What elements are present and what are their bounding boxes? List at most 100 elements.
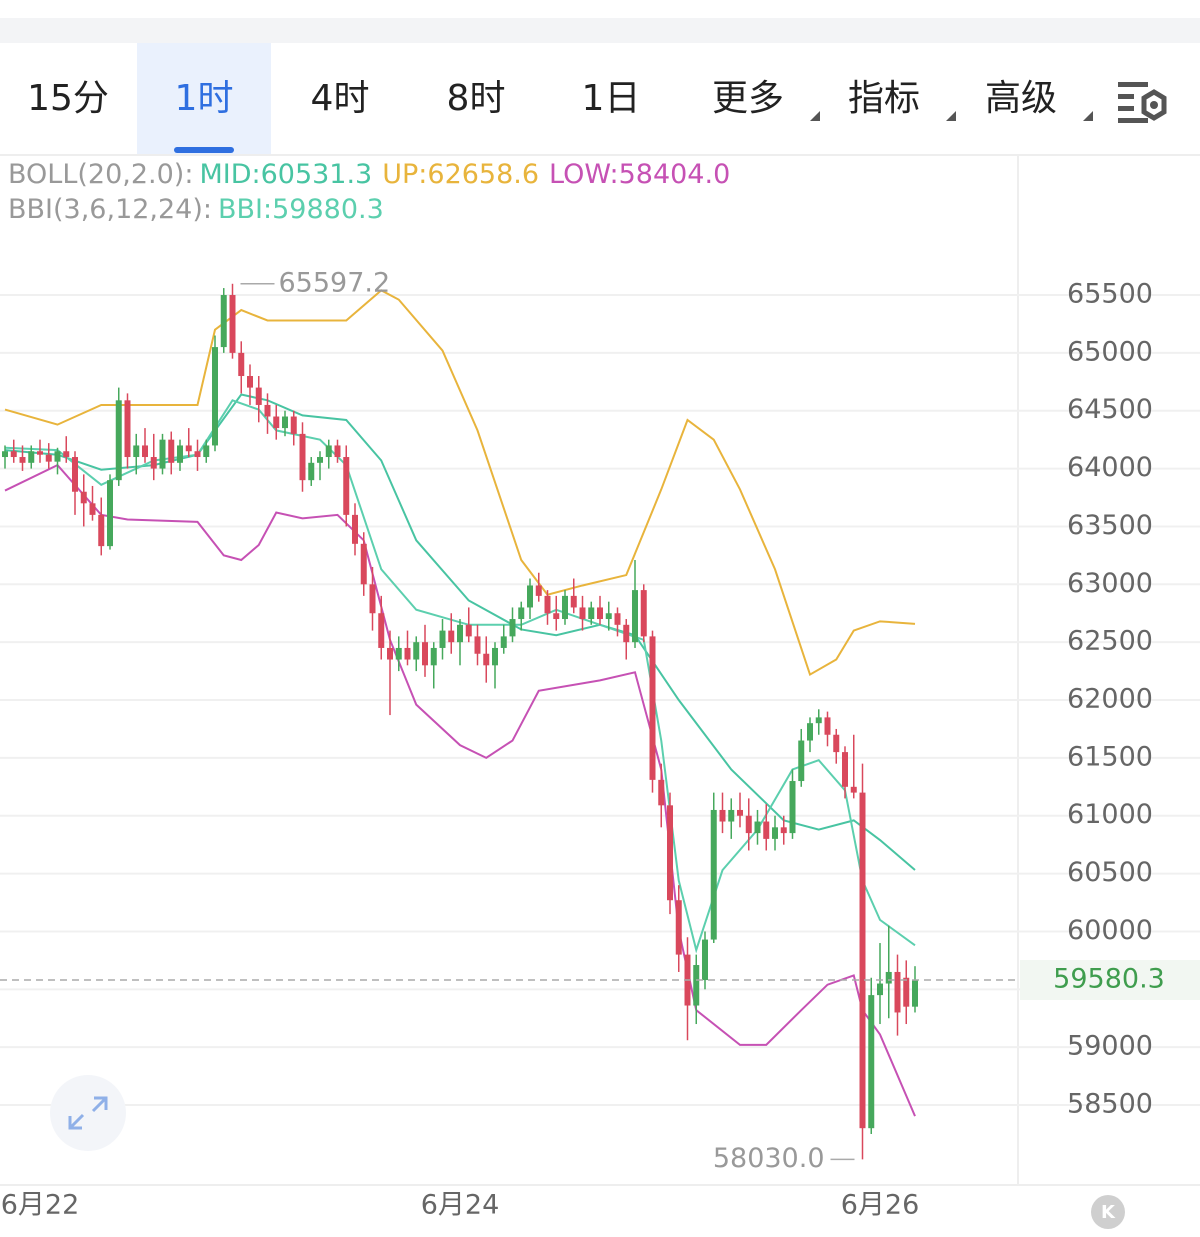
tab-label: 高级 — [985, 78, 1057, 119]
candle-body — [282, 416, 288, 429]
tab-underline — [174, 147, 234, 153]
tab-label: 指标 — [848, 78, 920, 119]
candle-body — [815, 717, 822, 724]
y-tick-label: 61500 — [1067, 741, 1153, 772]
candle-body — [142, 445, 148, 458]
y-tick-label: 64000 — [1067, 452, 1153, 483]
status-strip — [0, 0, 1200, 18]
tab[interactable]: 高级 — [985, 78, 1093, 121]
candle-body — [868, 995, 875, 1129]
candle-body — [255, 387, 262, 405]
candle-body — [10, 451, 17, 458]
settings-icon[interactable] — [1118, 82, 1167, 123]
icon-dot — [1150, 101, 1158, 109]
tab[interactable]: 更多 — [712, 78, 820, 121]
y-tick-label: 64500 — [1067, 394, 1153, 425]
candle-body — [290, 416, 297, 434]
expand-button[interactable] — [50, 1075, 126, 1151]
tab-highlight — [137, 43, 271, 154]
candle-body — [728, 809, 735, 822]
y-tick-label: 62000 — [1067, 684, 1153, 715]
y-tick-label: 63000 — [1067, 568, 1153, 599]
candle-body — [912, 980, 918, 1007]
candle-body — [754, 821, 761, 834]
tab[interactable]: 15分 — [27, 78, 109, 119]
candle-body — [352, 514, 358, 544]
y-tick-label: 65000 — [1067, 336, 1153, 367]
menu-caret — [1083, 111, 1093, 121]
candle-body — [553, 613, 560, 620]
icon-bar — [1118, 94, 1134, 99]
indicator-line — [4, 289, 916, 677]
indicator-label: BBI(3,6,12,24): — [8, 194, 212, 225]
candle-body — [509, 619, 516, 637]
candle-body — [63, 451, 70, 458]
candle-body — [877, 983, 883, 996]
candle-body — [850, 786, 857, 793]
tab[interactable]: 8时 — [447, 78, 506, 119]
candle-body — [185, 445, 192, 452]
y-tick-label: 58500 — [1067, 1089, 1153, 1120]
x-tick-label: 6月26 — [841, 1190, 920, 1221]
candle-body — [37, 451, 43, 455]
candle-body — [605, 613, 612, 620]
y-tick-label: 62500 — [1067, 626, 1153, 657]
candle-body — [430, 647, 437, 666]
candle-body — [387, 647, 393, 660]
candle-body — [159, 439, 166, 469]
candle-body — [562, 595, 568, 620]
candle-body — [789, 781, 796, 834]
candle-body — [369, 584, 376, 614]
x-tick-label: 6月22 — [1, 1190, 80, 1221]
tab[interactable]: 4时 — [311, 78, 370, 119]
candle-body — [544, 595, 551, 614]
candle-body — [807, 723, 813, 741]
candle-body — [465, 624, 472, 637]
candle-body — [360, 543, 367, 585]
candle-body — [229, 295, 236, 353]
candle-body — [693, 965, 700, 1006]
candle-body — [492, 647, 498, 666]
candle-body — [133, 445, 140, 458]
indicator-label: BOLL(20,2.0): — [8, 159, 193, 190]
menu-caret — [810, 111, 820, 121]
tab-label: 8时 — [447, 78, 506, 119]
candle-body — [448, 630, 455, 643]
candle-body — [745, 815, 752, 834]
candle-body — [89, 503, 96, 515]
candle-body — [45, 454, 52, 462]
legend-entry: UP:62658.6 — [382, 159, 539, 190]
candle-body — [500, 636, 507, 648]
badge-bg — [1091, 1195, 1125, 1229]
menu-caret — [946, 111, 956, 121]
last-price-box — [1020, 960, 1200, 1001]
icon-hex — [1141, 89, 1167, 121]
candle-body — [570, 595, 577, 608]
candle-body — [579, 607, 586, 620]
tab[interactable]: 指标 — [848, 78, 956, 121]
icon-bar — [1118, 106, 1134, 111]
candle-body — [343, 457, 350, 515]
candle-body — [325, 445, 332, 458]
candle-body — [527, 585, 533, 608]
candle-body — [885, 971, 892, 984]
icon-bar — [1118, 118, 1148, 123]
candle-body — [19, 457, 26, 463]
candle-body — [824, 717, 831, 735]
top-band — [0, 18, 1200, 43]
y-tick-label: 63500 — [1067, 510, 1153, 541]
candle-body — [457, 624, 463, 643]
candle-body — [54, 451, 61, 462]
candle-body — [772, 827, 778, 839]
tab[interactable]: 1日 — [582, 78, 641, 119]
candle-body — [107, 480, 113, 547]
tab[interactable]: 1时 — [137, 43, 271, 154]
y-tick-label: 60000 — [1067, 915, 1153, 946]
candle-body — [675, 900, 682, 955]
candle-body — [177, 445, 183, 463]
candle-body — [763, 821, 770, 839]
indicator-legend: BBI(3,6,12,24): BBI:59880.3 — [8, 194, 384, 225]
candle-body — [649, 636, 656, 780]
legend-entry: LOW:58404.0 — [549, 159, 730, 190]
